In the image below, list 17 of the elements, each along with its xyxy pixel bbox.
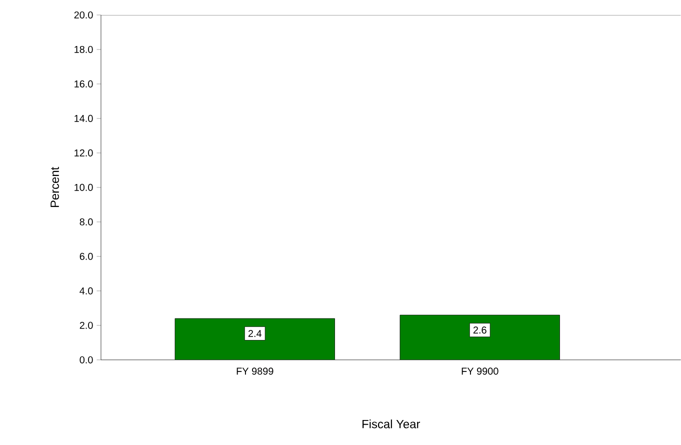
x-axis-title: Fiscal Year <box>362 420 420 428</box>
data-label: 2.6 <box>473 326 486 334</box>
y-tick-label: 10.0 <box>74 184 93 192</box>
y-tick-label: 16.0 <box>74 80 93 88</box>
y-tick-label: 14.0 <box>74 115 93 122</box>
data-label: 2.4 <box>248 330 262 337</box>
y-tick-label: 2.0 <box>80 322 93 329</box>
y-axis-title: Percent <box>50 167 59 208</box>
y-tick-label: 8.0 <box>80 218 93 226</box>
y-tick-label: 0.0 <box>80 356 93 364</box>
y-tick-label: 20.0 <box>74 12 93 19</box>
y-tick-label: 6.0 <box>80 252 93 260</box>
y-tick-label: 18.0 <box>74 46 93 54</box>
y-tick-label: 12.0 <box>74 149 93 157</box>
x-tick-label: FY 9900 <box>462 368 498 375</box>
y-tick-label: 4.0 <box>80 287 93 294</box>
x-tick-label: FY 9899 <box>236 368 274 375</box>
